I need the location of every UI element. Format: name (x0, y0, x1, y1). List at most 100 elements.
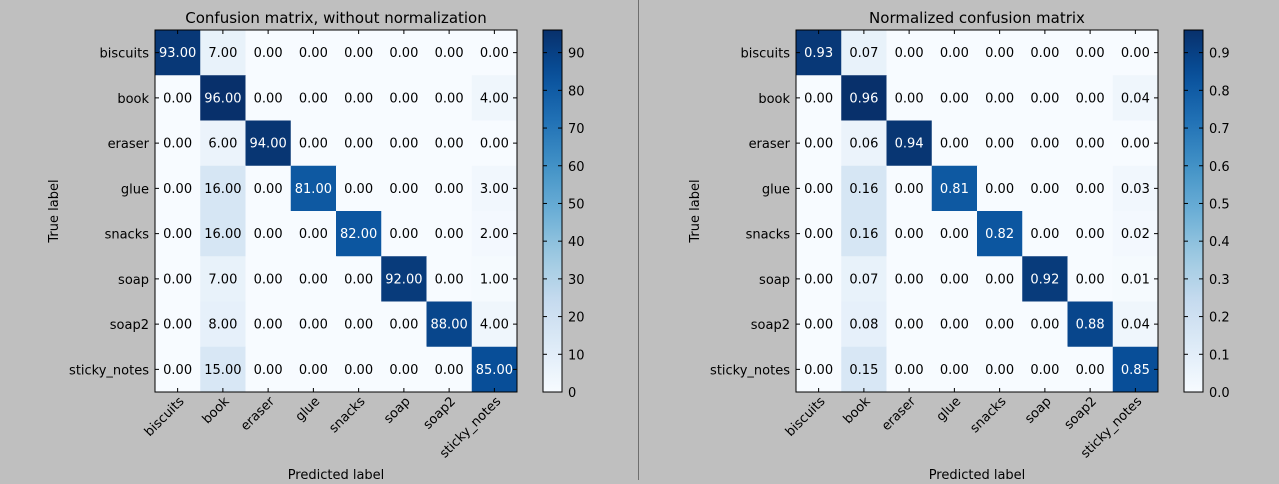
cell-value-label: 96.00 (204, 91, 241, 106)
cell-value-label: 0.00 (254, 46, 283, 61)
cell-5-5 (1022, 256, 1068, 302)
cell-value-label: 0.00 (435, 91, 464, 106)
cell-1-5 (381, 75, 427, 121)
cell-value-label: 0.00 (1076, 227, 1105, 242)
cell-value-label: 6.00 (208, 137, 237, 152)
cell-5-2 (245, 256, 292, 302)
cell-0-6 (426, 30, 473, 76)
cell-2-7 (1112, 120, 1159, 167)
cell-value-label: 0.00 (985, 137, 1014, 152)
x-axis-label: Predicted label (288, 468, 385, 480)
x-tick-label: glue (934, 394, 964, 424)
cell-1-3 (290, 75, 337, 121)
cell-2-5 (381, 120, 427, 167)
cell-value-label: 0.00 (940, 137, 969, 152)
cell-value-label: 0.00 (435, 182, 464, 197)
cell-value-label: 0.00 (895, 318, 924, 333)
cell-0-2 (886, 30, 933, 76)
cell-value-label: 15.00 (204, 363, 241, 378)
cell-value-label: 16.00 (204, 182, 241, 197)
cell-value-label: 0.00 (1121, 137, 1150, 152)
colorbar-tick-label: 0.4 (1209, 235, 1230, 250)
cell-value-label: 7.00 (208, 272, 237, 287)
cell-7-0 (796, 346, 842, 393)
colorbar-tick-label: 0.9 (1209, 47, 1230, 62)
cell-value-label: 0.00 (435, 46, 464, 61)
cell-value-label: 0.00 (895, 363, 924, 378)
colorbar-tick-label: 60 (568, 160, 585, 175)
cell-2-4 (977, 120, 1023, 167)
cell-3-5 (1022, 165, 1068, 212)
plot-frame (795, 29, 1159, 393)
cell-value-label: 0.00 (254, 182, 283, 197)
cell-4-5 (381, 211, 427, 257)
cell-0-6 (1067, 30, 1114, 76)
cell-1-3 (931, 75, 978, 121)
x-tick-label: snacks (967, 394, 1009, 436)
colorbar (542, 29, 563, 393)
cell-value-label: 0.00 (435, 137, 464, 152)
cell-1-0 (796, 75, 842, 121)
cell-5-2 (886, 256, 933, 302)
cell-1-1 (200, 75, 246, 121)
cell-2-2 (245, 120, 292, 167)
cell-value-label: 0.00 (299, 137, 328, 152)
cell-value-label: 0.00 (435, 272, 464, 287)
cell-4-7 (471, 211, 518, 257)
cell-value-label: 0.00 (254, 227, 283, 242)
cell-1-1 (841, 75, 887, 121)
cell-3-0 (796, 165, 842, 212)
cell-value-label: 0.16 (849, 182, 878, 197)
cell-2-6 (426, 120, 473, 167)
y-axis-label: True label (688, 179, 703, 243)
cell-2-4 (336, 120, 382, 167)
colorbar-tick-label: 0.1 (1209, 348, 1230, 363)
cell-value-label: 0.02 (1121, 227, 1150, 242)
cell-6-7 (471, 301, 518, 348)
cell-6-3 (290, 301, 337, 348)
cell-value-label: 0.00 (344, 318, 373, 333)
colorbar-tick-label: 20 (568, 311, 585, 326)
x-tick-label: soap (381, 394, 413, 426)
cell-value-label: 0.00 (163, 363, 192, 378)
cell-2-6 (1067, 120, 1114, 167)
cell-0-2 (245, 30, 292, 76)
cell-value-label: 0.00 (254, 272, 283, 287)
chart-title: Confusion matrix, without normalization (185, 9, 487, 27)
cell-3-1 (841, 165, 887, 212)
cell-6-1 (841, 301, 887, 348)
cell-value-label: 0.06 (849, 137, 878, 152)
cell-value-label: 0.00 (985, 318, 1014, 333)
cell-value-label: 0.08 (849, 318, 878, 333)
cell-3-6 (426, 165, 473, 212)
cell-7-4 (977, 346, 1023, 393)
y-tick-label: eraser (749, 137, 791, 152)
x-tick-label: eraser (238, 394, 278, 434)
cell-2-1 (841, 120, 887, 167)
cell-value-label: 0.00 (1076, 363, 1105, 378)
cell-3-2 (245, 165, 292, 212)
cell-value-label: 0.92 (1030, 272, 1059, 287)
cell-value-label: 0.00 (1030, 318, 1059, 333)
cell-value-label: 0.00 (985, 363, 1014, 378)
cell-value-label: 0.00 (344, 91, 373, 106)
cell-value-label: 0.00 (344, 137, 373, 152)
x-axis-label: Predicted label (929, 468, 1026, 480)
y-tick-label: soap (759, 273, 790, 288)
x-tick-label: book (841, 394, 874, 427)
cell-value-label: 0.00 (1121, 46, 1150, 61)
cell-3-4 (336, 165, 382, 212)
cell-3-7 (471, 165, 518, 212)
y-tick-label: snacks (105, 228, 150, 243)
cell-4-3 (931, 211, 978, 257)
cell-0-5 (381, 30, 427, 76)
cell-value-label: 0.00 (389, 137, 418, 152)
cell-4-3 (290, 211, 337, 257)
colorbar-tick-label: 70 (568, 122, 585, 137)
colorbar (1183, 29, 1204, 393)
cell-value-label: 0.00 (1030, 46, 1059, 61)
cell-6-5 (1022, 301, 1068, 348)
cell-value-label: 0.00 (985, 182, 1014, 197)
cell-5-1 (200, 256, 246, 302)
